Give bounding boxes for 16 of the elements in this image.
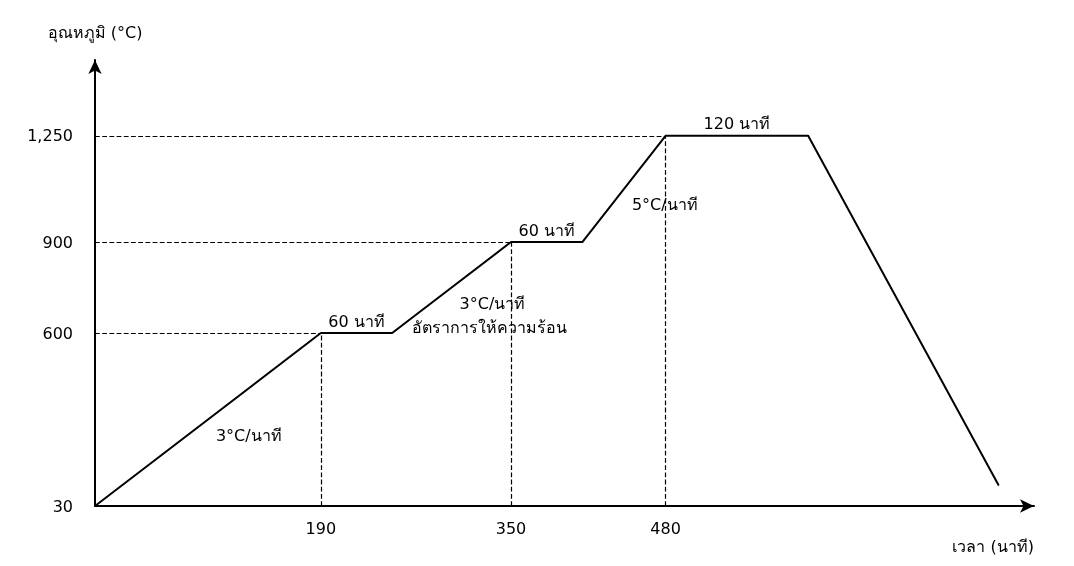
x-tick-label: 190 — [305, 518, 337, 538]
x-tick-label: 350 — [495, 518, 527, 538]
y-tick-label: 600 — [42, 323, 73, 343]
y-tick-label: 30 — [52, 496, 73, 516]
y-tick-label: 900 — [42, 232, 73, 252]
annotation: 3°C/นาที — [459, 294, 526, 314]
y-axis-title: อุณหภูมิ (°C) — [47, 22, 143, 43]
annotation: 60 นาที — [518, 220, 575, 240]
x-axis-title: เวลา (นาที) — [952, 536, 1034, 556]
annotation: 3°C/นาที — [215, 426, 282, 446]
annotation: 60 นาที — [328, 311, 385, 331]
annotation: 120 นาที — [703, 114, 771, 134]
y-tick-label: 1,250 — [27, 126, 73, 146]
annotation: 5°C/นาที — [631, 195, 698, 215]
x-tick-label: 480 — [650, 518, 681, 538]
annotation: อัตราการให้ความร้อน — [411, 318, 567, 338]
